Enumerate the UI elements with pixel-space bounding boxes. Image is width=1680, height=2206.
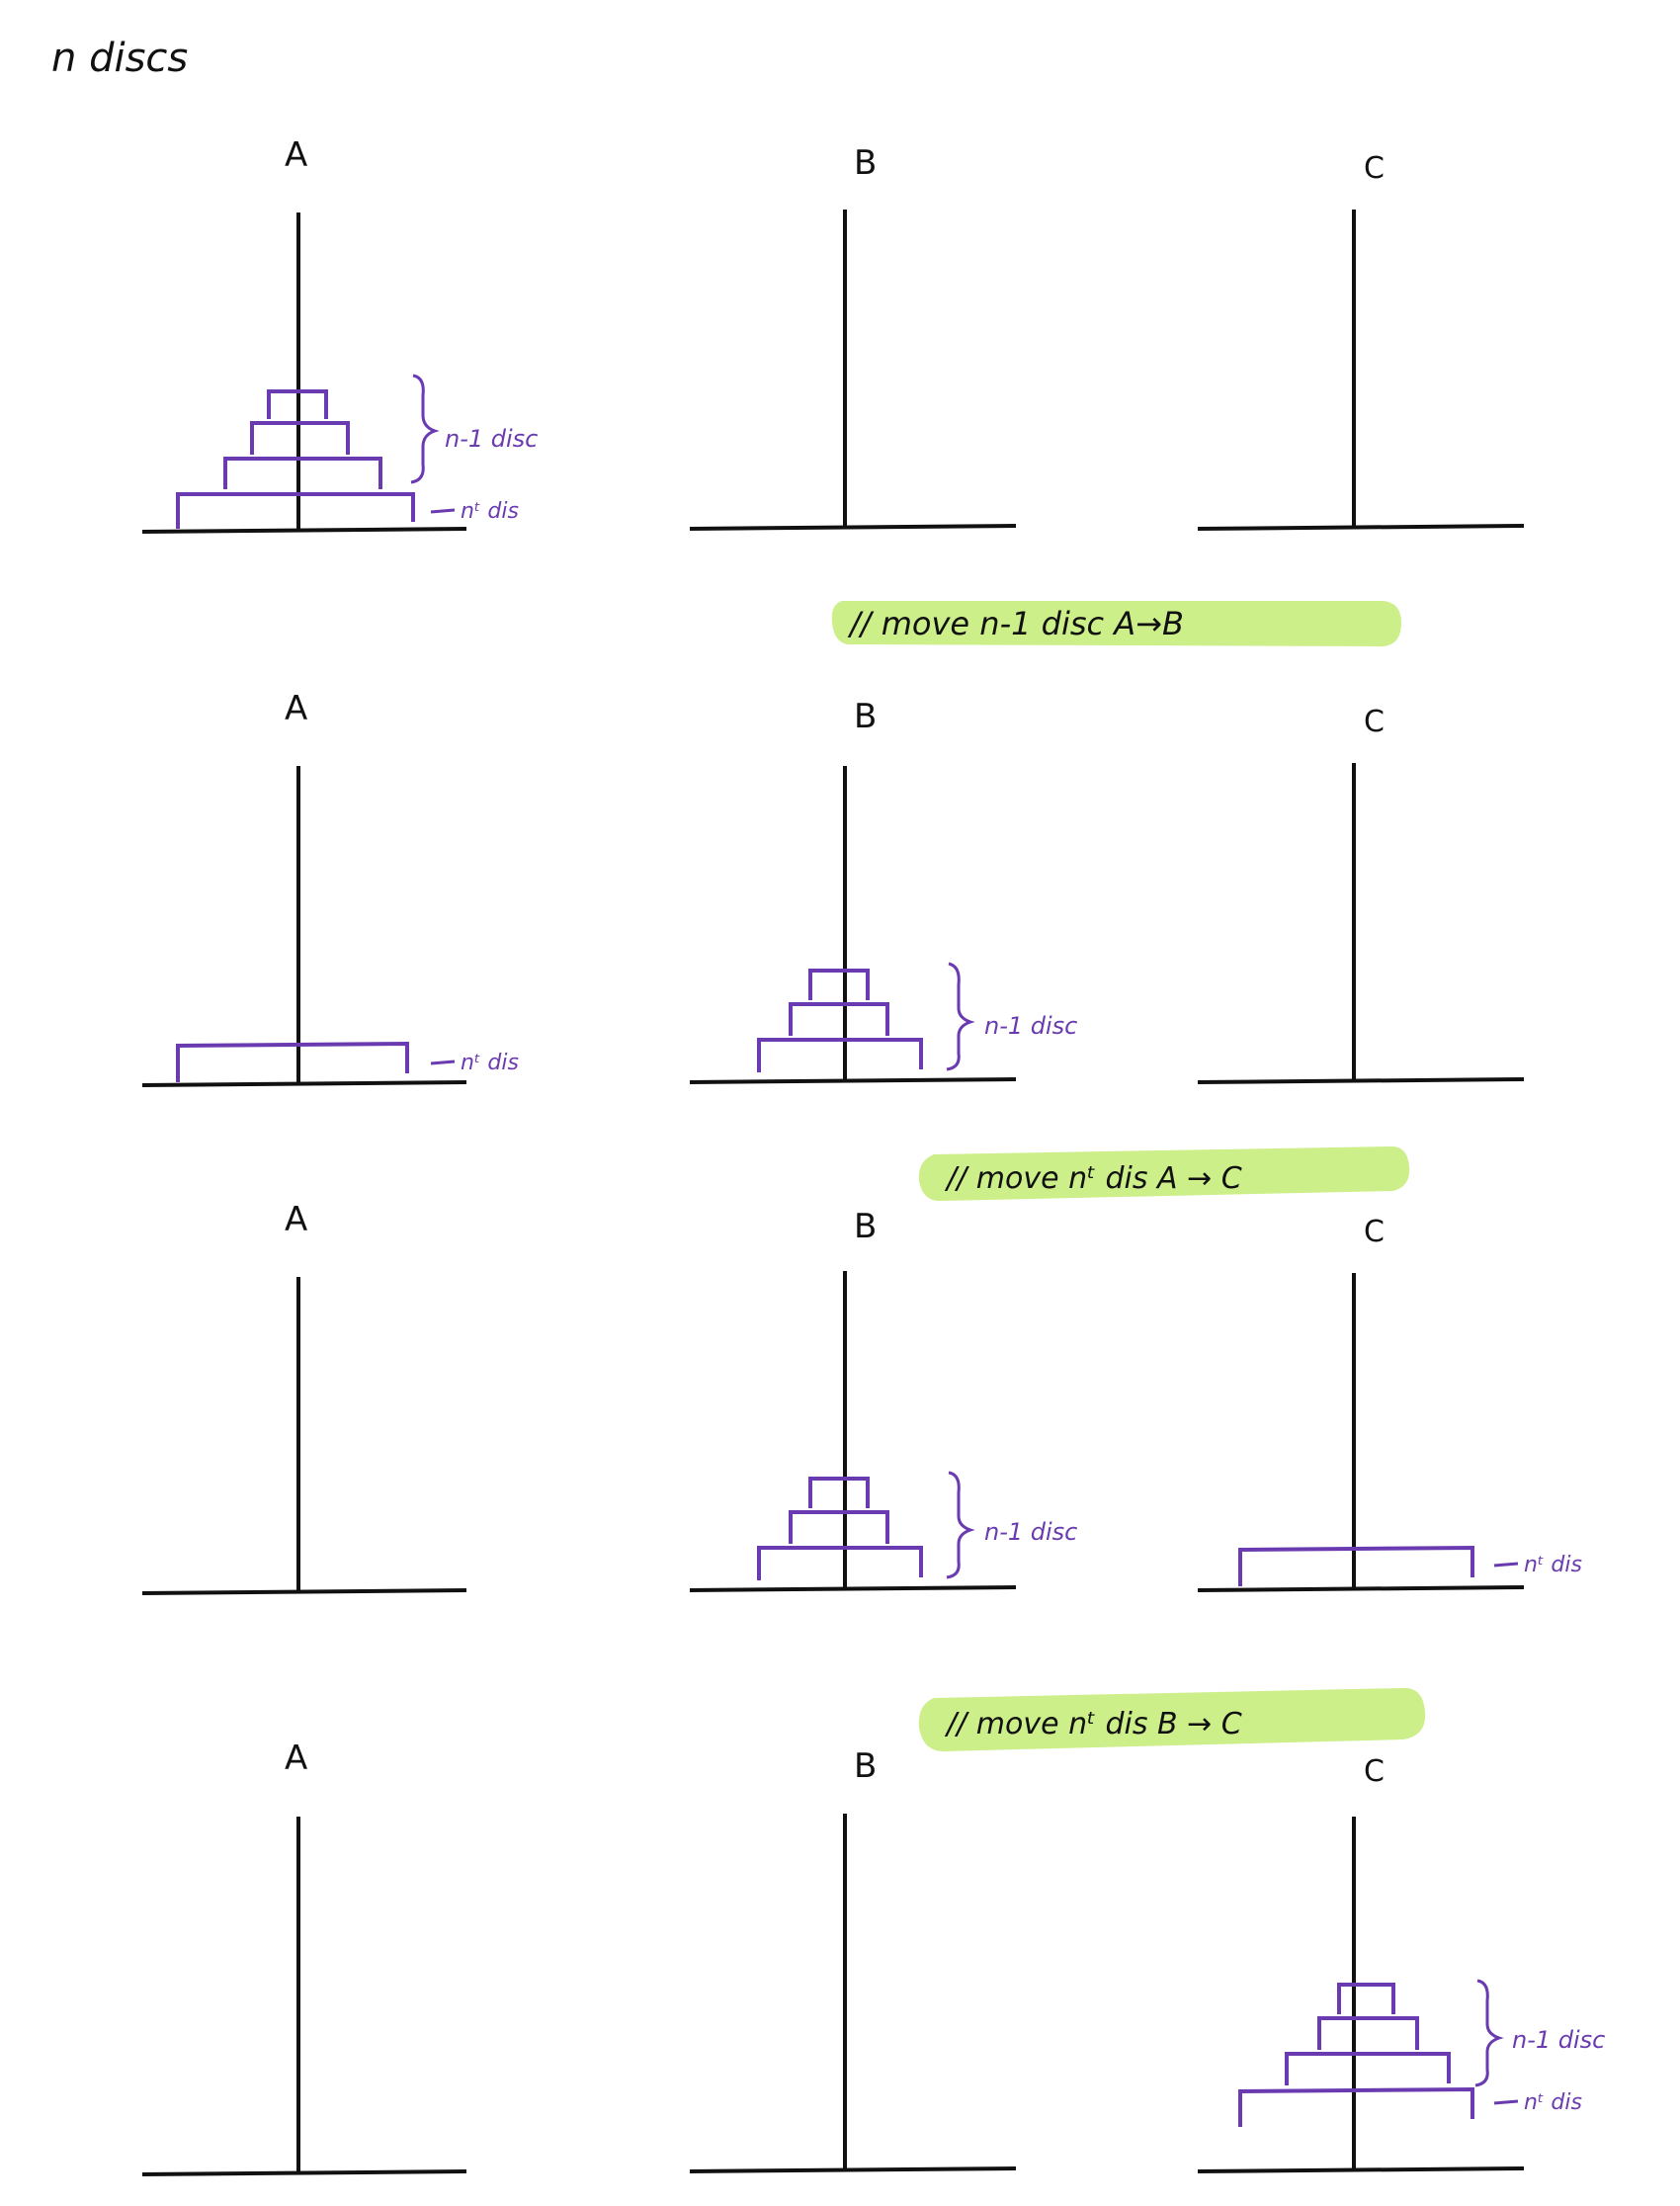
label-nth: nᵗ dis [461, 499, 519, 524]
label-n-minus-1: n-1 disc [984, 1518, 1077, 1546]
step-2-highlight [918, 1145, 1410, 1202]
disc-1 [808, 1477, 870, 1508]
step-2-text: // move nᵗ dis A → C [944, 1161, 1242, 1196]
disc-stack-b [757, 1477, 923, 1580]
disc-1 [1337, 1983, 1395, 2014]
step-3-text: // move nᵗ dis B → C [944, 1707, 1242, 1741]
base-b [689, 524, 1017, 531]
base-a [141, 1080, 467, 1087]
peg-label-a: A [285, 689, 307, 728]
disc-nth [1238, 1545, 1474, 1586]
brace-icon [946, 1471, 975, 1579]
disc-2 [250, 421, 350, 455]
base-c [1197, 1077, 1525, 1084]
peg-label-c: C [1364, 1215, 1385, 1249]
peg-label-c: C [1364, 1754, 1385, 1789]
arrow-icon [1493, 1562, 1519, 1568]
label-nth: nᵗ dis [461, 1051, 519, 1075]
base-a [141, 527, 467, 534]
base-a [141, 1588, 467, 1595]
step-1-highlight [831, 601, 1401, 646]
base-b [689, 2166, 1017, 2173]
state-row-1: A B C n-1 disc nᵗ dis [141, 135, 1525, 534]
label-nth: nᵗ dis [1524, 2090, 1582, 2115]
base-c [1197, 2166, 1525, 2173]
disc-3 [223, 457, 382, 489]
state-row-3: A B C n-1 disc nᵗ dis [141, 1200, 1582, 1595]
peg-label-c: C [1364, 705, 1385, 739]
peg-label-b: B [854, 1746, 877, 1786]
state-row-4: A B C n-1 disc nᵗ dis [141, 1739, 1605, 2176]
base-a [141, 2169, 467, 2176]
brace-icon [1474, 1979, 1504, 2087]
label-n-minus-1: n-1 disc [984, 1012, 1077, 1040]
base-c [1197, 1585, 1525, 1592]
label-n-minus-1: n-1 disc [1512, 2026, 1605, 2054]
peg-label-a: A [285, 135, 307, 175]
disc-nth [1238, 2086, 1474, 2127]
brace-icon [410, 374, 440, 484]
disc-stack-a [176, 389, 415, 529]
arrow-icon [1493, 2099, 1519, 2105]
disc-stack-c [1238, 1983, 1474, 2127]
base-b [689, 1585, 1017, 1592]
diagram-title: n discs [51, 36, 188, 81]
step-3-highlight [918, 1687, 1426, 1751]
base-c [1197, 524, 1525, 531]
disc-3 [1285, 2052, 1451, 2085]
peg-label-a: A [285, 1200, 307, 1239]
brace-icon [946, 962, 975, 1071]
peg-label-b: B [854, 1207, 877, 1246]
disc-2 [789, 1510, 889, 1544]
disc-3 [757, 1546, 923, 1580]
arrow-icon [430, 508, 456, 514]
disc-1 [808, 969, 870, 1000]
peg-label-b: B [854, 143, 877, 183]
base-b [689, 1077, 1017, 1084]
disc-2 [789, 1002, 889, 1036]
disc-stack-b [757, 969, 923, 1072]
step-1-text: // move n-1 disc A→B [847, 605, 1184, 642]
state-row-2: A B C nᵗ dis n-1 disc [141, 689, 1525, 1087]
disc-3 [757, 1038, 923, 1072]
arrow-icon [430, 1060, 456, 1065]
peg-label-c: C [1364, 151, 1385, 186]
label-n-minus-1: n-1 disc [445, 425, 538, 453]
peg-label-a: A [285, 1739, 307, 1778]
peg-label-b: B [854, 697, 877, 736]
disc-nth [176, 1041, 409, 1082]
disc-1 [267, 389, 328, 419]
label-nth: nᵗ dis [1524, 1553, 1582, 1577]
disc-2 [1317, 2016, 1419, 2050]
disc-nth [176, 492, 415, 529]
